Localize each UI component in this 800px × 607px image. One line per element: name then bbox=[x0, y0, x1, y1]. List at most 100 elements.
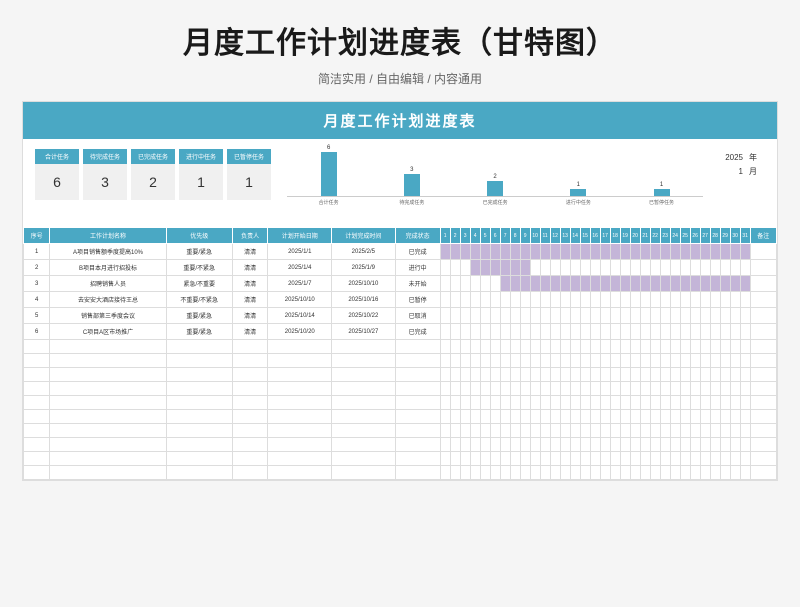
empty-cell bbox=[24, 382, 50, 396]
empty-cell bbox=[620, 368, 630, 382]
chart-bar: 1 bbox=[620, 182, 703, 196]
empty-cell bbox=[560, 354, 570, 368]
gantt-cell bbox=[660, 276, 670, 292]
empty-cell bbox=[620, 466, 630, 480]
empty-cell bbox=[730, 354, 740, 368]
gantt-cell bbox=[520, 308, 530, 324]
empty-cell bbox=[232, 354, 268, 368]
gantt-cell bbox=[670, 260, 680, 276]
empty-cell bbox=[710, 466, 720, 480]
empty-cell bbox=[50, 424, 166, 438]
empty-cell bbox=[540, 452, 550, 466]
empty-cell bbox=[450, 424, 460, 438]
gantt-cell bbox=[570, 260, 580, 276]
empty-cell bbox=[166, 340, 232, 354]
gantt-cell bbox=[630, 292, 640, 308]
gantt-cell bbox=[660, 244, 670, 260]
empty-cell bbox=[740, 438, 750, 452]
col-day: 26 bbox=[690, 228, 700, 244]
empty-cell bbox=[600, 424, 610, 438]
empty-cell bbox=[450, 368, 460, 382]
empty-cell bbox=[710, 452, 720, 466]
empty-cell bbox=[470, 382, 480, 396]
empty-cell bbox=[550, 340, 560, 354]
empty-cell bbox=[490, 340, 500, 354]
empty-cell bbox=[610, 354, 620, 368]
col-day: 21 bbox=[640, 228, 650, 244]
empty-cell bbox=[510, 424, 520, 438]
empty-cell bbox=[580, 340, 590, 354]
empty-cell bbox=[530, 382, 540, 396]
empty-cell bbox=[730, 396, 740, 410]
empty-cell bbox=[690, 340, 700, 354]
empty-cell bbox=[640, 466, 650, 480]
empty-cell bbox=[620, 354, 630, 368]
empty-cell bbox=[24, 368, 50, 382]
empty-cell bbox=[580, 438, 590, 452]
gantt-cell bbox=[580, 324, 590, 340]
empty-cell bbox=[50, 410, 166, 424]
col-day: 30 bbox=[730, 228, 740, 244]
gantt-cell bbox=[540, 308, 550, 324]
gantt-cell bbox=[640, 324, 650, 340]
gantt-cell bbox=[730, 260, 740, 276]
empty-row bbox=[24, 396, 777, 410]
col-day: 14 bbox=[570, 228, 580, 244]
empty-cell bbox=[670, 438, 680, 452]
empty-cell bbox=[50, 340, 166, 354]
table-row: 1A项目销售额季度提高10%重要/紧急清清2025/1/12025/2/5已完成 bbox=[24, 244, 777, 260]
subtitle: 简洁实用 / 自由编辑 / 内容通用 bbox=[0, 70, 800, 87]
gantt-cell bbox=[530, 308, 540, 324]
gantt-cell bbox=[570, 244, 580, 260]
empty-cell bbox=[510, 396, 520, 410]
cell-start: 2025/1/4 bbox=[268, 260, 332, 276]
empty-cell bbox=[650, 396, 660, 410]
col-day: 20 bbox=[630, 228, 640, 244]
empty-row bbox=[24, 452, 777, 466]
gantt-cell bbox=[700, 260, 710, 276]
gantt-cell bbox=[730, 244, 740, 260]
empty-cell bbox=[480, 396, 490, 410]
empty-cell bbox=[610, 368, 620, 382]
empty-cell bbox=[730, 466, 740, 480]
empty-cell bbox=[332, 424, 396, 438]
gantt-cell bbox=[640, 292, 650, 308]
empty-cell bbox=[450, 354, 460, 368]
spreadsheet: 月度工作计划进度表 合计任务6待完成任务3已完成任务2进行中任务1已暂停任务1 … bbox=[22, 101, 778, 481]
empty-cell bbox=[690, 424, 700, 438]
empty-cell bbox=[720, 396, 730, 410]
gantt-cell bbox=[690, 308, 700, 324]
gantt-cell bbox=[690, 276, 700, 292]
empty-cell bbox=[570, 452, 580, 466]
empty-cell bbox=[680, 424, 690, 438]
empty-cell bbox=[630, 396, 640, 410]
chart-bar: 1 bbox=[537, 182, 620, 196]
empty-cell bbox=[590, 340, 600, 354]
stat-label: 进行中任务 bbox=[179, 149, 223, 164]
empty-cell bbox=[750, 354, 776, 368]
stat-label: 合计任务 bbox=[35, 149, 79, 164]
gantt-cell bbox=[570, 276, 580, 292]
cell-status: 已暂停 bbox=[395, 292, 440, 308]
gantt-cell bbox=[450, 260, 460, 276]
cell-start: 2025/10/14 bbox=[268, 308, 332, 324]
gantt-cell bbox=[500, 276, 510, 292]
empty-cell bbox=[680, 438, 690, 452]
gantt-cell bbox=[480, 276, 490, 292]
stat-card: 待完成任务3 bbox=[83, 149, 127, 200]
empty-cell bbox=[610, 410, 620, 424]
empty-cell bbox=[660, 438, 670, 452]
empty-cell bbox=[500, 354, 510, 368]
empty-cell bbox=[395, 466, 440, 480]
empty-cell bbox=[440, 354, 450, 368]
empty-cell bbox=[520, 424, 530, 438]
gantt-cell bbox=[690, 244, 700, 260]
empty-cell bbox=[690, 382, 700, 396]
empty-row bbox=[24, 438, 777, 452]
empty-cell bbox=[640, 410, 650, 424]
gantt-cell bbox=[540, 276, 550, 292]
empty-cell bbox=[650, 424, 660, 438]
gantt-cell bbox=[740, 276, 750, 292]
cell-status: 已取消 bbox=[395, 308, 440, 324]
empty-cell bbox=[50, 466, 166, 480]
